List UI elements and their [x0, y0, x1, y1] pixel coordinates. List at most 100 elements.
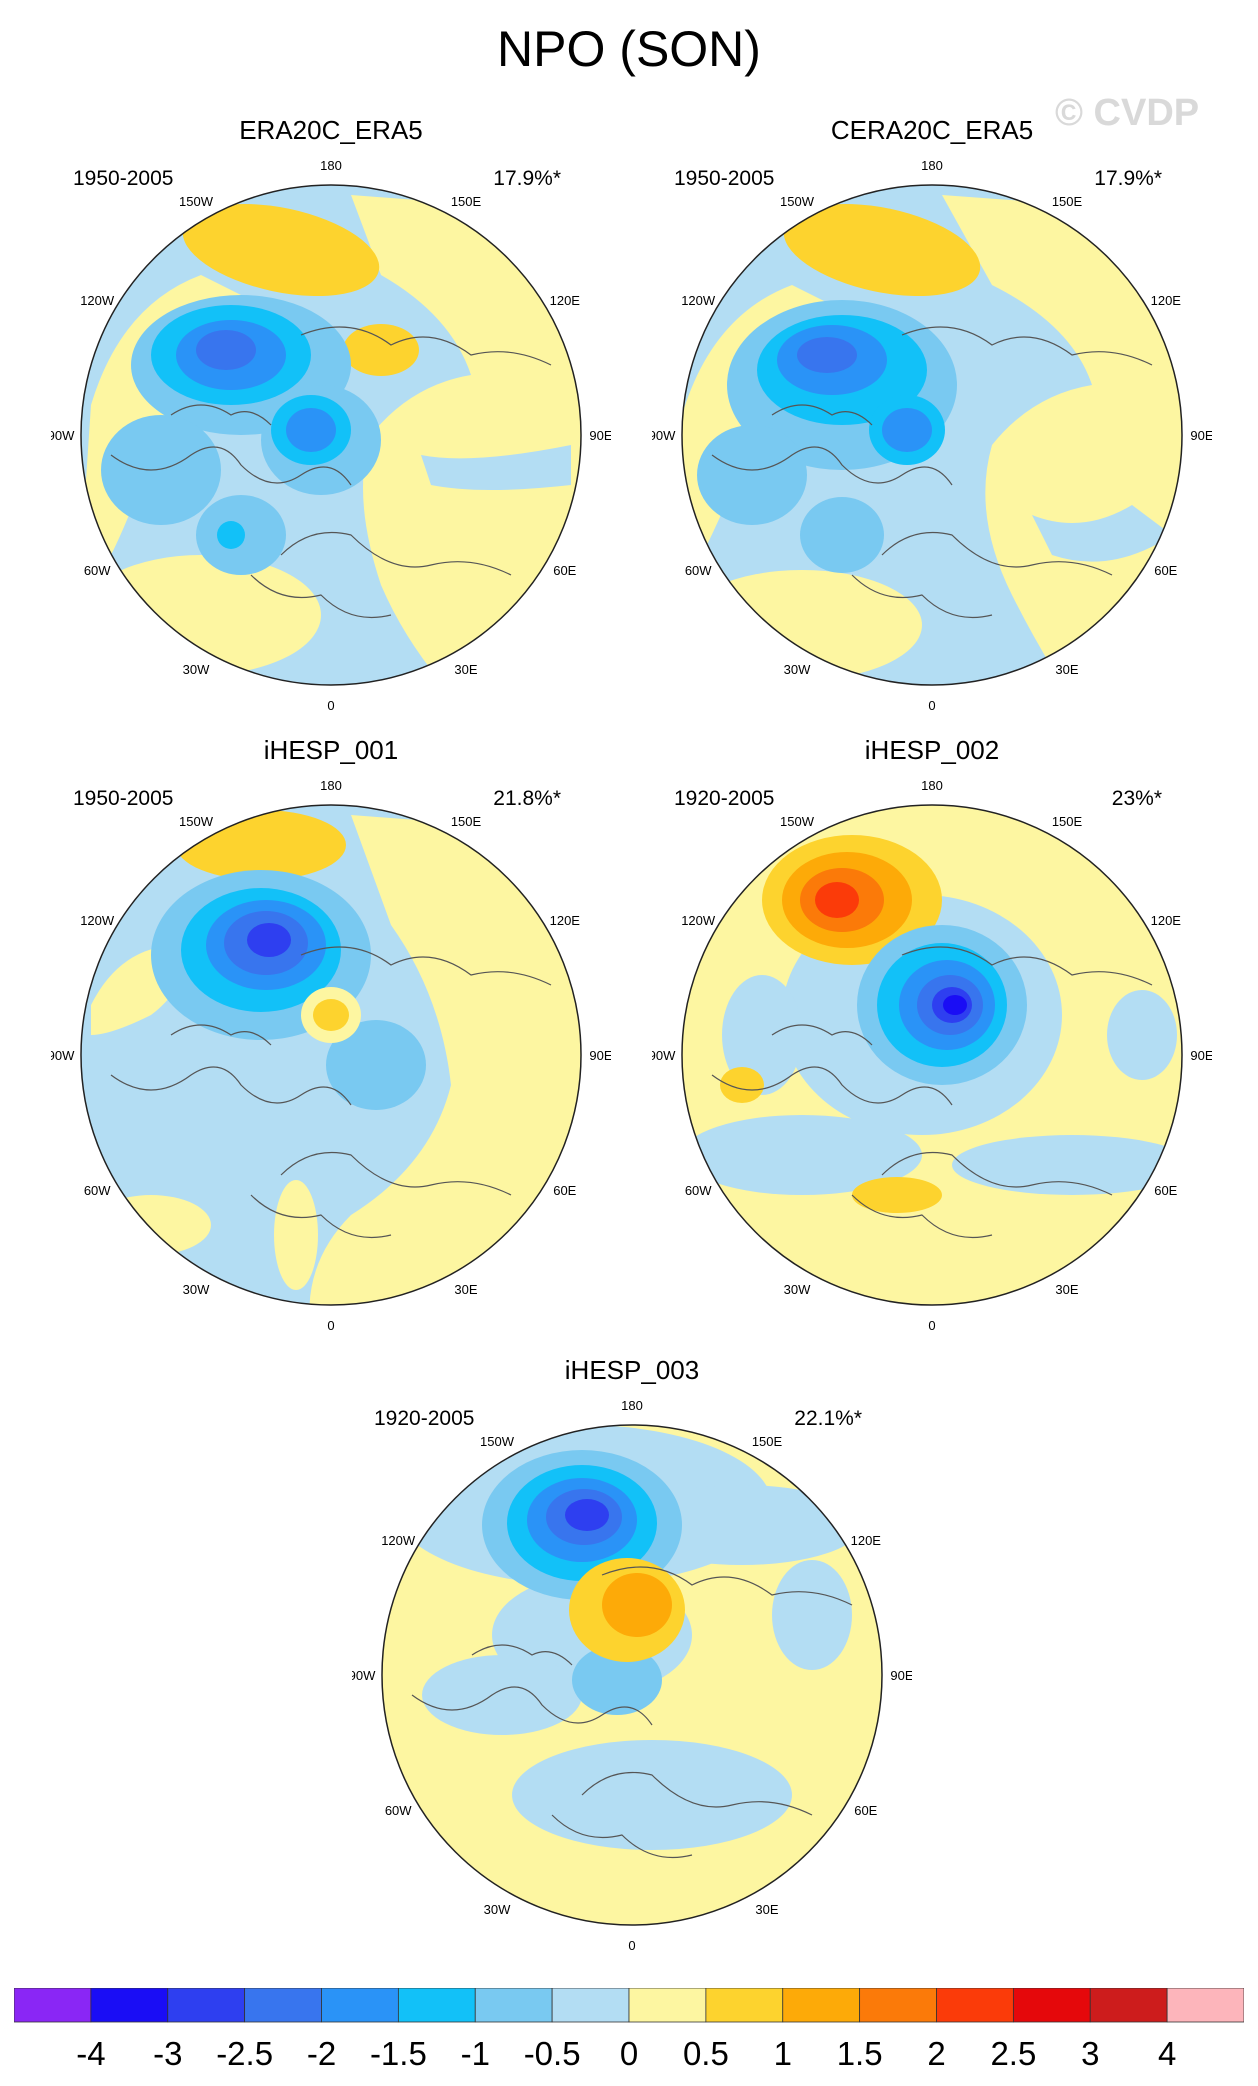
colorbar-box — [1089, 1988, 1168, 2023]
longitude-label: 30W — [183, 1282, 210, 1297]
colorbar-label: -3 — [153, 2035, 182, 2072]
colorbar-label: -0.5 — [524, 2035, 581, 2072]
main-title: NPO (SON) — [497, 21, 761, 77]
coastlines — [110, 946, 552, 1239]
cvdp-watermark: © CVDP — [1055, 92, 1200, 134]
colorbar-box — [859, 1988, 937, 2023]
longitude-label: 90E — [1190, 1048, 1212, 1063]
longitude-label: 150E — [1052, 194, 1083, 209]
panel-period: 1950-2005 — [73, 167, 174, 190]
colorbar-labels: -4 -3 -2.5 -2 -1.5 -1 -0.5 0 0.5 1 1.5 2 2.5 3 4 — [76, 2035, 1176, 2072]
longitude-label: 180 — [320, 778, 342, 793]
colorbar-box — [551, 1988, 630, 2023]
longitude-label: 0 — [628, 1938, 635, 1953]
longitude-label: 120W — [381, 1533, 416, 1548]
longitude-label: 90W — [652, 428, 676, 443]
longitude-label: 180 — [320, 158, 342, 173]
coastlines — [711, 326, 1153, 619]
polar-map: 180 150E 120E 90E 60E 30E 0 30W 60W 90W 120W 150W — [652, 158, 1212, 713]
longitude-label: 30W — [183, 662, 210, 677]
coastlines — [110, 326, 552, 619]
panel-title: CERA20C_ERA5 — [830, 115, 1034, 145]
longitude-label: 120W — [681, 293, 716, 308]
colorbar-label: 4 — [1158, 2035, 1176, 2072]
panel-variance-percent: 21.8%* — [493, 787, 561, 810]
colorbar-label: -1 — [461, 2035, 490, 2072]
longitude-label: 60E — [1154, 563, 1177, 578]
longitude-labels: 180 150E 120E 90E 60E 30E 0 30W 60W 90W 120W 150W — [652, 778, 1212, 1333]
longitude-label: 90W — [352, 1668, 376, 1683]
longitude-label: 0 — [928, 698, 935, 713]
longitude-label: 60E — [854, 1803, 877, 1818]
colorbar-box — [782, 1988, 861, 2023]
longitude-label: 30E — [454, 662, 477, 677]
panel-variance-percent: 17.9%* — [1094, 167, 1162, 190]
colorbar-label: -4 — [76, 2035, 105, 2072]
colorbar-label: 2 — [927, 2035, 945, 2072]
map-border — [80, 184, 582, 686]
colorbar-label: 0 — [620, 2035, 638, 2072]
longitude-label: 60W — [685, 1183, 712, 1198]
longitude-label: 90W — [652, 1048, 676, 1063]
map-border — [381, 1424, 883, 1926]
map-panel-ihesp-002: iHESP_002 1920-2005 23%* — [652, 735, 1212, 1335]
longitude-label: 120W — [80, 913, 115, 928]
colorbar-box — [397, 1988, 476, 2023]
longitude-label: 120E — [851, 1533, 882, 1548]
longitude-label: 90E — [589, 428, 611, 443]
longitude-labels: 180 150E 120E 90E 60E 30E 0 30W 60W 90W 120W 150W — [51, 158, 611, 713]
longitude-label: 90E — [1190, 428, 1212, 443]
longitude-label: 30E — [1055, 1282, 1078, 1297]
longitude-label: 90E — [890, 1668, 912, 1683]
longitude-label: 60E — [553, 1183, 576, 1198]
colorbar-label: -1.5 — [370, 2035, 427, 2072]
panel-variance-percent: 17.9%* — [493, 167, 561, 190]
longitude-label: 30E — [755, 1902, 778, 1917]
panel-period: 1920-2005 — [674, 787, 775, 810]
longitude-label: 0 — [327, 1318, 334, 1333]
panel-variance-percent: 22.1%* — [794, 1407, 862, 1430]
colorbar-label: -2 — [307, 2035, 336, 2072]
contour-field — [81, 805, 581, 1305]
colorbar-box — [321, 1988, 399, 2023]
panel-title: iHESP_003 — [564, 1355, 700, 1385]
longitude-label: 150W — [480, 1434, 515, 1449]
panel-period: 1920-2005 — [374, 1407, 475, 1430]
colorbar-label: 1.5 — [837, 2035, 883, 2072]
longitude-label: 90W — [51, 428, 75, 443]
coastlines — [711, 946, 1153, 1239]
colorbar-label: 3 — [1081, 2035, 1099, 2072]
colorbar-label: 1 — [774, 2035, 792, 2072]
map-panel-cera20c-era5: CERA20C_ERA5 1950-2005 17.9%* — [652, 115, 1212, 715]
longitude-label: 60W — [84, 563, 111, 578]
polar-map: 180 150E 120E 90E 60E 30E 0 30W 60W 90W 120W 150W — [652, 778, 1212, 1333]
contour-field — [682, 805, 1182, 1305]
map-border — [80, 804, 582, 1306]
colorbar-box — [474, 1988, 553, 2023]
contour-field — [81, 185, 581, 685]
longitude-label: 120E — [1151, 913, 1182, 928]
longitude-label: 30E — [1055, 662, 1078, 677]
longitude-label: 150E — [451, 814, 482, 829]
longitude-label: 0 — [928, 1318, 935, 1333]
polar-map: 180 150E 120E 90E 60E 30E 0 30W 60W 90W 120W 150W — [51, 778, 611, 1333]
panel-period: 1950-2005 — [674, 167, 775, 190]
longitude-label: 180 — [921, 778, 943, 793]
panel-title: iHESP_002 — [864, 735, 1000, 765]
longitude-label: 180 — [621, 1398, 643, 1413]
longitude-label: 150W — [179, 194, 214, 209]
longitude-label: 30W — [784, 1282, 811, 1297]
longitude-label: 60E — [1154, 1183, 1177, 1198]
contour-field — [382, 1425, 882, 1925]
longitude-label: 150E — [451, 194, 482, 209]
longitude-label: 120W — [80, 293, 115, 308]
longitude-label: 0 — [327, 698, 334, 713]
map-panel-era20c-era5: ERA20C_ERA5 1950-2005 17.9%* — [51, 115, 611, 715]
longitude-label: 60E — [553, 563, 576, 578]
colorbar: -4 -3 -2.5 -2 -1.5 -1 -0.5 0 0.5 1 1.5 2 2.5 3 4 — [14, 1988, 1244, 2072]
colorbar-box — [936, 1988, 1014, 2023]
colorbar-label: 2.5 — [990, 2035, 1036, 2072]
longitude-label: 150E — [752, 1434, 783, 1449]
colorbar-box — [1166, 1988, 1244, 2023]
colorbar-box — [244, 1988, 322, 2023]
